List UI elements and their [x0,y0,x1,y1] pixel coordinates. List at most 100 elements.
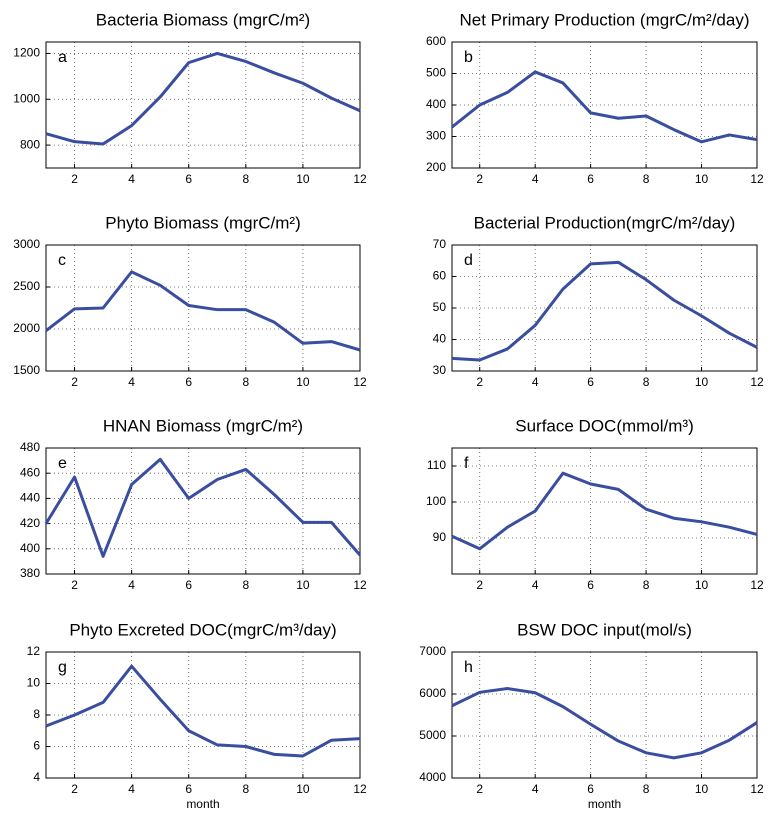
x-axis-label: month [186,797,219,811]
y-tick-label: 400 [20,541,40,555]
y-tick-label: 380 [20,566,40,580]
data-line [45,51,361,146]
x-tick-label: 8 [643,578,650,592]
plot-frame [451,41,758,169]
x-axis-label: month [588,797,621,811]
plot-frame [45,447,361,575]
y-tick-label: 10 [27,676,41,690]
x-tick-label: 8 [643,172,650,186]
plot-area [452,652,757,778]
y-tick-label: 2000 [13,321,40,335]
data-line [44,457,362,558]
x-tick-label: 2 [476,375,483,389]
y-tick-label: 4 [33,770,40,784]
x-tick-label: 6 [185,172,192,186]
plot-frame [451,447,758,575]
panel-label: g [58,659,67,676]
x-tick-label: 4 [128,172,135,186]
panel-label: b [464,49,473,66]
panel-label: c [58,252,66,269]
x-tick-label: 6 [587,172,594,186]
chart-title: Bacterial Production(mgrC/m²/day) [474,213,736,232]
chart-title: Surface DOC(mmol/m³) [515,416,694,435]
y-tick-label: 90 [433,530,447,544]
panel-label: d [464,252,473,269]
x-tick-label: 4 [532,578,539,592]
y-tick-label: 1000 [13,91,40,105]
data-line [451,70,758,144]
panel-label: e [58,455,67,472]
data-line [451,687,758,760]
panel-label: a [58,49,67,66]
x-tick-label: 2 [476,782,483,796]
plot-area [46,42,360,168]
y-tick-label: 100 [426,494,446,508]
chart-title: BSW DOC input(mol/s) [517,620,692,639]
x-tick-label: 8 [643,782,650,796]
x-tick-label: 12 [750,172,764,186]
x-tick-label: 10 [296,782,310,796]
y-tick-label: 70 [433,237,447,251]
x-tick-label: 6 [587,782,594,796]
y-tick-label: 60 [433,269,447,283]
x-tick-label: 10 [695,578,709,592]
x-tick-label: 6 [587,375,594,389]
x-tick-label: 10 [296,375,310,389]
x-tick-label: 10 [695,172,709,186]
x-tick-label: 10 [296,172,310,186]
plot-frame [45,651,361,779]
y-tick-label: 40 [433,332,447,346]
y-tick-label: 200 [426,160,446,174]
x-tick-label: 6 [185,375,192,389]
y-tick-label: 480 [20,440,40,454]
y-tick-label: 800 [20,137,40,151]
x-tick-label: 6 [185,578,192,592]
x-tick-label: 12 [750,578,764,592]
x-tick-label: 2 [71,172,78,186]
y-tick-label: 5000 [419,728,446,742]
x-tick-label: 8 [242,375,249,389]
x-tick-label: 8 [242,578,249,592]
plot-frame [45,244,361,372]
y-tick-label: 440 [20,491,40,505]
y-tick-label: 460 [20,465,40,479]
y-tick-label: 6 [33,739,40,753]
x-tick-label: 12 [750,782,764,796]
y-tick-label: 7000 [419,644,446,658]
x-tick-label: 10 [296,578,310,592]
y-tick-label: 50 [433,300,447,314]
plot-frame [451,651,758,779]
y-tick-label: 1500 [13,363,40,377]
x-tick-label: 12 [750,375,764,389]
x-tick-label: 4 [532,782,539,796]
data-line [45,270,361,352]
x-tick-label: 4 [128,375,135,389]
y-tick-label: 420 [20,516,40,530]
x-tick-label: 2 [476,172,483,186]
plot-area [46,448,360,574]
x-tick-label: 8 [643,375,650,389]
y-tick-label: 4000 [419,770,446,784]
x-tick-label: 12 [353,172,367,186]
chart-title: Net Primary Production (mgrC/m²/day) [459,10,749,29]
data-line [451,260,758,362]
x-tick-label: 12 [353,375,367,389]
x-tick-label: 6 [587,578,594,592]
x-tick-label: 2 [476,578,483,592]
chart-title: HNAN Biomass (mgrC/m²) [103,416,303,435]
data-line [451,471,758,551]
y-tick-label: 30 [433,363,447,377]
x-tick-label: 4 [532,375,539,389]
x-tick-label: 6 [185,782,192,796]
x-tick-label: 12 [353,782,367,796]
y-tick-label: 3000 [13,237,40,251]
x-tick-label: 8 [242,782,249,796]
x-tick-label: 12 [353,578,367,592]
plot-area [452,448,757,574]
y-tick-label: 12 [27,644,41,658]
x-tick-label: 10 [695,782,709,796]
chart-title: Phyto Excreted DOC(mgrC/m³/day) [69,620,336,639]
panel-label: h [464,659,473,676]
y-tick-label: 8 [33,707,40,721]
